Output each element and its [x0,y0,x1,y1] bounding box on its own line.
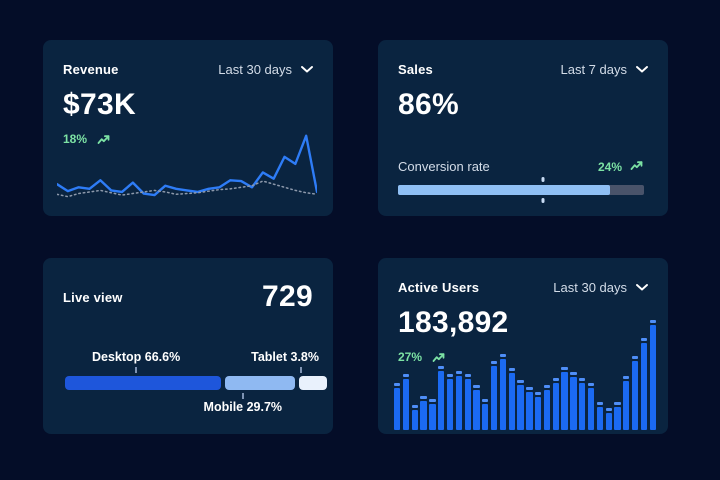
segment-tablet [298,376,327,390]
chevron-down-icon [301,66,313,73]
chevron-down-icon [636,284,648,291]
sales-card: Sales Last 7 days 86% Conversion rate 24… [378,40,668,216]
device-label-tablet: Tablet 3.8% [251,350,319,364]
bar [455,370,462,430]
bar [526,387,533,430]
range-selector[interactable]: Last 30 days [553,280,648,295]
bar [570,371,577,430]
revenue-line-chart [57,128,317,206]
card-title: Live view [63,289,123,305]
card-title: Active Users [398,280,480,295]
trending-up-icon [97,134,111,145]
range-label: Last 7 days [560,62,628,77]
bar [482,398,489,430]
metric-value: 86% [398,88,459,121]
bar [508,368,515,430]
range-label: Last 30 days [218,62,292,77]
active-users-card: Active Users Last 30 days 183,892 27% [378,258,668,434]
bar [490,360,498,430]
bar [614,402,621,430]
conversion-rate-label: Conversion rate [398,159,490,174]
delta-value: 27% [398,350,423,364]
progress-marker-tick [541,177,545,182]
bar [561,367,568,430]
bar [543,385,551,430]
trending-up-icon [630,160,644,174]
bar [464,374,471,430]
label-tick [300,367,303,373]
bar [420,396,427,430]
card-title: Sales [398,62,433,77]
bar [552,378,559,430]
segment-mobile [225,376,295,390]
delta-value: 18% [63,132,88,146]
live-view-card: Live view 729 Desktop 66.6% Tablet 3.8% … [43,258,333,434]
segment-desktop [65,376,222,390]
label-tick [241,393,244,399]
conversion-progress-bar [398,177,644,203]
delta-badge: 24% [598,160,644,174]
card-title: Revenue [63,62,119,77]
active-users-bar-chart [394,318,656,430]
bar [587,382,595,430]
bar [649,320,656,430]
conversion-progress-fill [398,185,610,195]
bar [623,376,630,430]
bar [605,407,612,430]
device-label-desktop: Desktop 66.6% [91,350,181,364]
bar [446,374,454,430]
bar [640,338,648,430]
range-selector[interactable]: Last 7 days [561,62,649,77]
bar [438,366,445,430]
bar [473,385,480,430]
bar [596,402,603,430]
bar [402,374,410,430]
range-label: Last 30 days [553,280,627,295]
metric-value: 729 [262,280,313,313]
device-label-mobile: Mobile 29.7% [203,400,283,414]
bar [411,405,418,430]
delta-badge: 27% [378,350,668,364]
bar [394,382,401,430]
bar [631,356,639,430]
bar [429,398,436,430]
revenue-card: Revenue Last 30 days $73K 18% [43,40,333,216]
delta-badge: 18% [43,132,333,146]
delta-value: 24% [597,159,622,174]
trending-up-icon [432,352,446,363]
device-share-chart: Desktop 66.6% Tablet 3.8% Mobile 29.7% [65,350,327,420]
bar [499,353,507,430]
bar [535,391,542,430]
device-stacked-bar [65,376,327,390]
progress-marker-tick [541,198,545,203]
range-selector[interactable]: Last 30 days [218,62,313,77]
metric-value: 183,892 [398,306,509,339]
bar [579,378,586,430]
label-tick [135,367,138,373]
metric-value: $73K [63,88,136,121]
bar [517,379,524,430]
chevron-down-icon [636,66,648,73]
